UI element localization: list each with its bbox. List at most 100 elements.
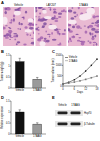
histology-image — [34, 5, 68, 46]
band — [58, 112, 68, 115]
x-tick-label: 18 — [96, 87, 99, 91]
tissue — [36, 7, 67, 46]
y-axis — [11, 101, 12, 134]
marker — [85, 79, 87, 81]
nucleus — [31, 38, 34, 39]
nucleus — [68, 40, 69, 43]
band — [71, 123, 81, 126]
nucleus — [20, 23, 23, 25]
y-tick — [10, 77, 11, 78]
nucleus — [68, 9, 72, 12]
nucleus — [71, 36, 75, 39]
marks — [62, 58, 98, 84]
nucleus — [49, 36, 50, 38]
lumen — [3, 17, 8, 25]
nucleus — [59, 42, 61, 44]
x-tick-label: Vehicle — [16, 88, 25, 92]
membrane — [55, 110, 83, 116]
panel-label: C — [52, 49, 55, 54]
y-axis — [11, 55, 12, 88]
nucleus — [46, 40, 50, 43]
nucleus — [54, 11, 56, 13]
nucleus — [57, 33, 60, 34]
marker — [96, 58, 98, 60]
y-tick-label: 1.5 — [6, 53, 10, 57]
nucleus — [69, 37, 71, 40]
bar — [33, 124, 42, 134]
legend-swatch — [65, 57, 68, 58]
nucleus — [14, 9, 19, 11]
nucleus — [39, 7, 43, 9]
nucleus — [9, 22, 12, 24]
nucleus — [13, 35, 17, 37]
legend-swatch — [65, 60, 68, 61]
lumen — [14, 11, 21, 16]
tissue-bg — [68, 7, 99, 46]
panel-B: BTumor weight (g)00.511.5Vehicle17AAG — [0, 49, 46, 92]
nucleus — [18, 8, 21, 9]
nucleus — [85, 30, 88, 33]
y-tick — [10, 112, 11, 113]
panel-label: E — [52, 95, 55, 100]
line — [63, 59, 97, 84]
nucleus — [74, 16, 77, 18]
histology-image — [66, 6, 100, 46]
nucleus — [95, 16, 99, 17]
lumen — [68, 20, 77, 24]
nucleus — [96, 16, 99, 17]
nucleus — [52, 39, 57, 41]
nucleus — [6, 7, 9, 8]
nucleus — [45, 31, 47, 33]
marker — [74, 81, 76, 83]
lumen — [42, 10, 47, 14]
nucleus — [73, 12, 76, 14]
nucleus — [30, 24, 34, 26]
nucleus — [48, 7, 51, 8]
nucleus — [50, 8, 52, 11]
nucleus — [36, 16, 37, 18]
line — [63, 76, 97, 84]
nucleus — [30, 34, 31, 36]
nucleus — [71, 7, 73, 9]
y-tick — [10, 101, 11, 102]
marker — [91, 77, 93, 79]
lane-label: Vehicle — [58, 103, 67, 107]
nucleus — [68, 24, 71, 27]
histology-image — [2, 6, 36, 46]
nucleus — [38, 7, 42, 9]
nucleus — [94, 31, 99, 34]
nucleus — [24, 26, 27, 28]
nucleus — [89, 25, 94, 28]
nucleus — [4, 11, 7, 14]
y-tick — [10, 88, 11, 89]
nucleus — [69, 24, 71, 26]
nucleus — [94, 35, 96, 38]
nucleus — [75, 23, 77, 25]
nucleus — [16, 43, 18, 45]
nucleus — [81, 41, 86, 43]
bar — [15, 112, 24, 134]
legend-label: 17AAG — [69, 59, 77, 63]
nucleus — [70, 38, 71, 40]
nucleus — [5, 9, 7, 11]
nucleus — [39, 20, 41, 22]
tissue-bg — [3, 7, 34, 46]
y-tick-label: 0.5 — [6, 75, 10, 79]
y-tick-label: 1500 — [56, 53, 62, 57]
nucleus — [61, 33, 65, 35]
nucleus — [3, 26, 6, 29]
nucleus — [64, 29, 66, 32]
nucleus — [93, 42, 97, 43]
nucleus — [13, 15, 15, 18]
panel-D: DRelative expression00.511.5Vehicle17AAG — [0, 95, 46, 138]
x-tick-label: 17AAG — [33, 88, 41, 92]
x-tick-label: 6 — [74, 87, 76, 91]
y-tick-label: 0 — [8, 86, 10, 90]
y-tick-label: 1 — [8, 110, 10, 114]
nucleus — [36, 7, 37, 9]
nucleus — [5, 34, 8, 37]
image-title: LAY207 — [46, 3, 56, 7]
y-tick — [10, 66, 11, 67]
bar — [15, 62, 24, 88]
marker — [74, 79, 76, 81]
